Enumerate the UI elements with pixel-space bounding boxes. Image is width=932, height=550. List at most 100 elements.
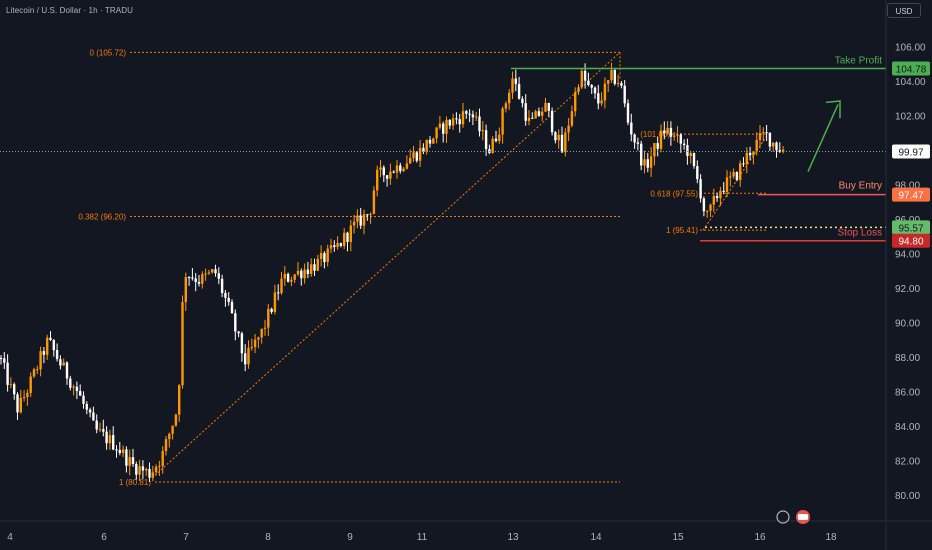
candle-body	[29, 376, 32, 393]
candle-body	[376, 169, 379, 191]
candle-body	[230, 301, 234, 314]
candle-body	[762, 132, 765, 134]
candle-body	[244, 353, 247, 365]
candle-body	[481, 130, 484, 132]
candle-body	[316, 258, 319, 271]
time-tick-label: 14	[590, 532, 602, 543]
candle-body	[171, 425, 174, 434]
candle-body	[699, 179, 702, 199]
time-tick-label: 11	[417, 532, 428, 543]
candle-body	[343, 232, 346, 246]
candle-body	[69, 378, 72, 388]
candle-body	[227, 297, 230, 302]
candle-body	[735, 172, 739, 181]
fib-level-label: 0.618 (97.55)	[650, 189, 698, 198]
trade-levels: Take Profit Buy Entry Stop Loss	[0, 56, 886, 242]
candle-body	[234, 313, 237, 332]
buy-entry-badge-bg	[892, 187, 930, 202]
candle-body	[613, 70, 616, 84]
candle-body	[372, 190, 376, 214]
candle-body	[597, 93, 600, 104]
candle-body	[79, 391, 82, 396]
candle-body	[293, 274, 296, 280]
candle-body	[494, 138, 498, 142]
price-tick-label: 92.00	[895, 284, 920, 295]
candle-body	[517, 83, 521, 99]
candle-body	[640, 143, 643, 166]
time-tick-label: 6	[101, 532, 107, 543]
candle-body	[484, 130, 488, 150]
candle-body	[369, 213, 372, 215]
chart-tools[interactable]	[776, 510, 810, 524]
candle-body	[455, 118, 458, 120]
candle-body	[537, 111, 541, 116]
candle-body	[52, 339, 55, 351]
candle-body	[131, 457, 135, 465]
candle-body	[336, 243, 339, 248]
candle-body	[768, 132, 772, 147]
candle-body	[39, 351, 42, 370]
candle-body	[765, 132, 768, 134]
candle-body	[778, 150, 781, 152]
candle-body	[164, 439, 168, 452]
record-icon-inner	[798, 514, 808, 520]
candle-body	[775, 142, 778, 151]
candle-body	[382, 167, 385, 176]
candle-body	[270, 308, 273, 312]
candle-body	[42, 351, 46, 355]
candle-body	[656, 143, 659, 149]
candle-body	[49, 337, 52, 340]
buy-entry-label: Buy Entry	[839, 181, 882, 192]
candle-body	[458, 119, 461, 125]
candle-body	[356, 215, 359, 222]
candle-body	[428, 139, 432, 144]
candle-body	[669, 127, 673, 137]
candle-body	[432, 138, 435, 144]
candle-body	[593, 87, 597, 94]
fib-level-label: 1 (80.81)	[119, 478, 151, 487]
candle-body	[392, 171, 395, 173]
price-tick-label: 80.00	[895, 491, 920, 502]
candle-body	[610, 70, 613, 81]
candle-body	[653, 143, 656, 157]
candle-body	[626, 103, 630, 123]
candle-body	[399, 165, 402, 172]
candle-body	[178, 385, 181, 415]
candle-body	[547, 102, 550, 111]
candle-body	[752, 151, 755, 156]
zone-badge-bg	[892, 220, 930, 235]
zone-badge: 95.57	[898, 223, 923, 234]
candle-body	[524, 103, 527, 121]
candle-body	[772, 142, 775, 147]
candle-body	[184, 277, 187, 303]
candle-body	[13, 384, 16, 395]
candle-body	[283, 273, 286, 279]
candle-body	[643, 159, 646, 166]
candle-body	[475, 116, 478, 118]
candle-body	[732, 172, 735, 177]
candle-body	[748, 152, 752, 156]
candle-body	[46, 337, 49, 355]
candle-body	[758, 133, 762, 140]
candle-body	[385, 175, 389, 179]
last-price-badge-bg	[892, 144, 930, 159]
time-tick-label: 18	[825, 532, 837, 543]
candle-body	[501, 108, 504, 135]
currency-button[interactable]: USD	[887, 3, 921, 18]
candle-body	[554, 132, 557, 141]
candle-body	[682, 143, 686, 146]
candle-body	[98, 429, 102, 431]
candle-body	[260, 328, 263, 338]
candle-body	[187, 277, 191, 279]
candle-body	[55, 350, 59, 360]
candle-body	[95, 420, 98, 430]
candle-body	[739, 163, 742, 181]
candle-body	[745, 152, 748, 165]
candle-body	[141, 466, 145, 471]
candle-body	[498, 134, 501, 142]
candle-body	[128, 457, 131, 466]
candles	[0, 62, 785, 482]
candle-body	[346, 232, 349, 242]
candle-body	[145, 468, 148, 471]
